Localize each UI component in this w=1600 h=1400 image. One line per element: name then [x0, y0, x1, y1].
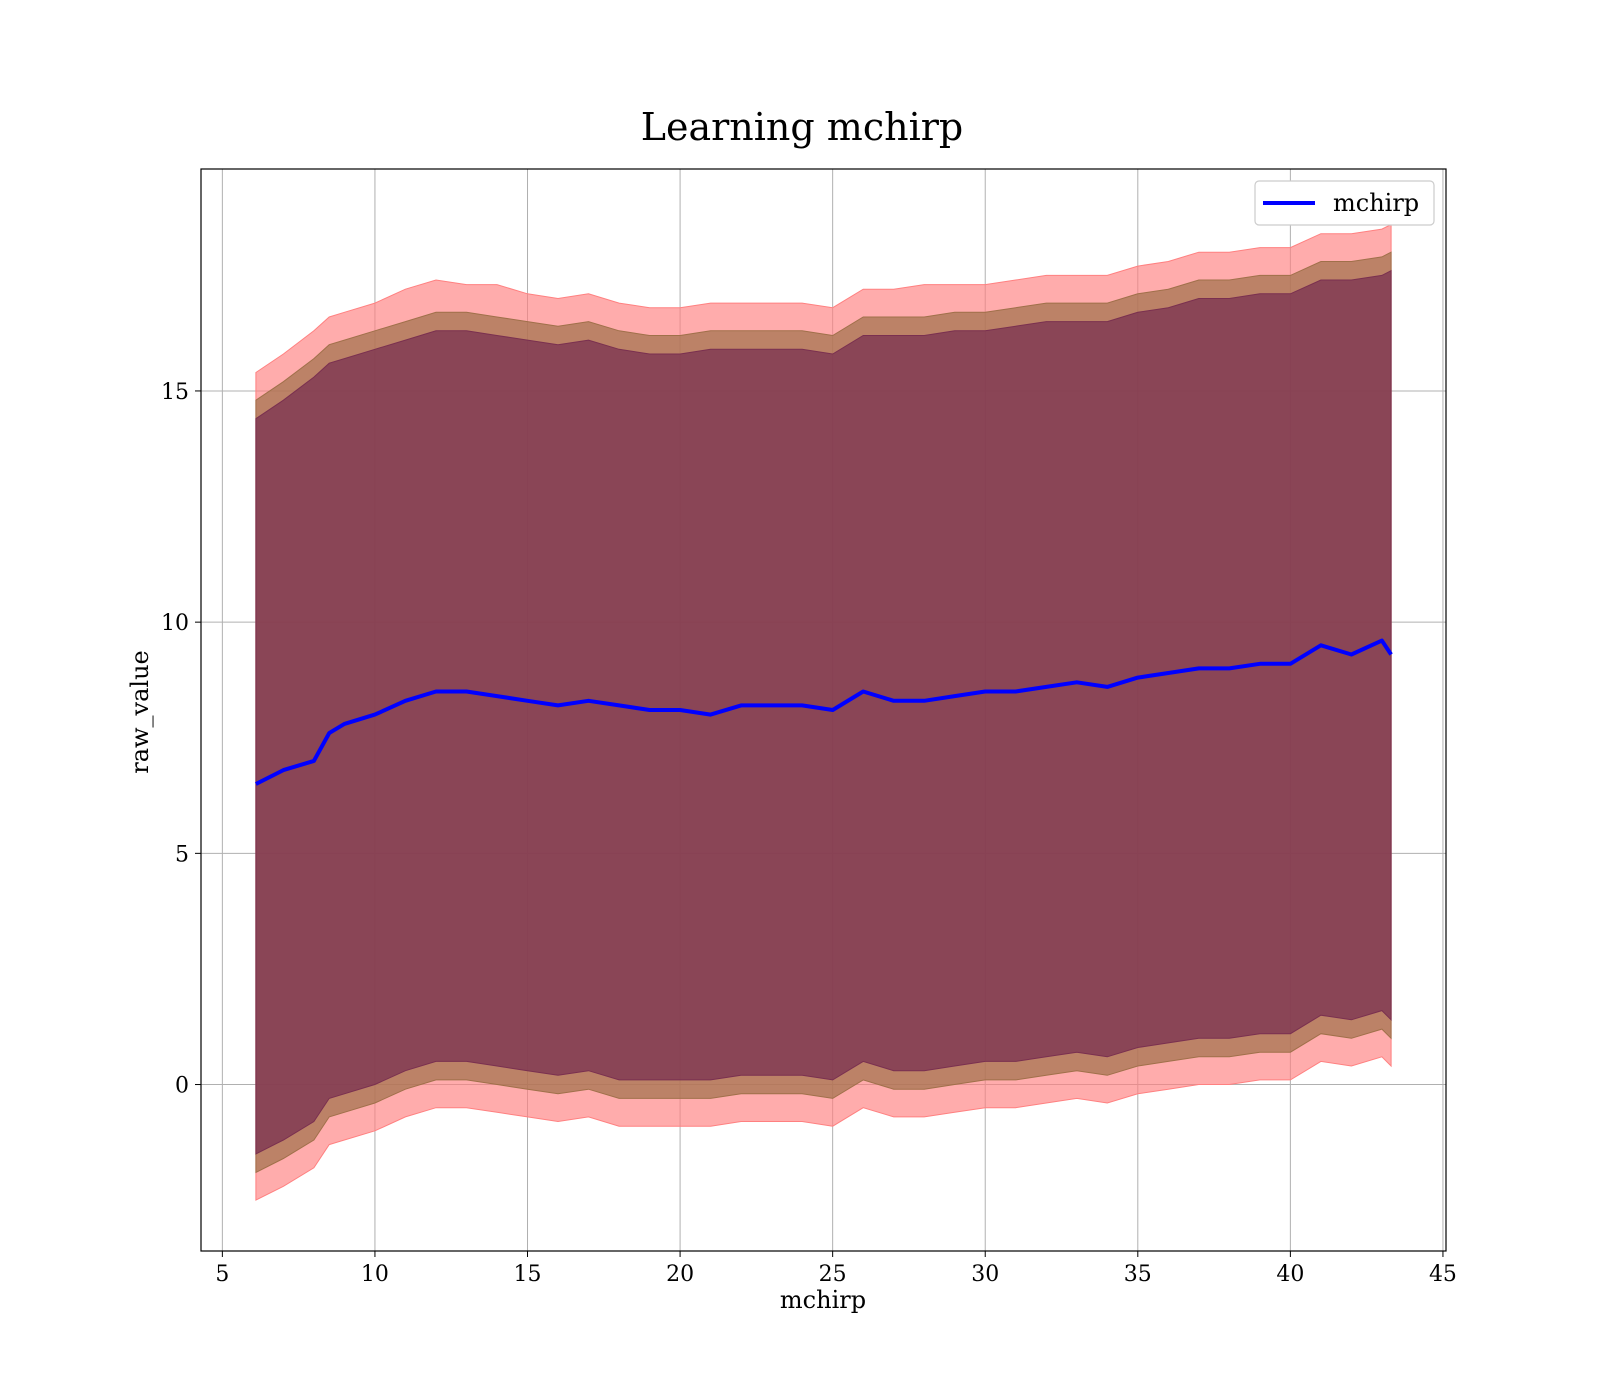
bands [255, 223, 1392, 1201]
series-line [254, 638, 1393, 786]
x-tick-label: 35 [1124, 1262, 1152, 1287]
x-tick-label: 25 [819, 1262, 847, 1287]
y-axis-label: raw_value [126, 650, 154, 774]
y-tick-label: 5 [175, 842, 189, 867]
y-tick-label: 10 [161, 611, 189, 636]
x-tick-label: 30 [971, 1262, 999, 1287]
x-tick-label: 20 [666, 1262, 694, 1287]
legend-box [1254, 180, 1435, 226]
y-tick-label: 0 [175, 1074, 189, 1099]
x-ticks: 5 10 15 20 25 30 35 40 45 [215, 1251, 1457, 1287]
y-ticks: 0 5 10 15 [161, 380, 201, 1099]
plot-frame [200, 168, 1447, 1252]
legend-label: mchirp [1333, 189, 1419, 217]
x-tick-label: 15 [514, 1262, 542, 1287]
legend: mchirp [1254, 180, 1435, 226]
series-lines [254, 638, 1393, 786]
x-tick-label: 45 [1429, 1262, 1457, 1287]
x-axis-label: mchirp [780, 1286, 866, 1314]
y-tick-label: 15 [161, 380, 189, 405]
x-tick-label: 5 [215, 1262, 229, 1287]
x-tick-label: 40 [1276, 1262, 1304, 1287]
chart-title: Learning mchirp [641, 105, 963, 149]
x-tick-label: 10 [361, 1262, 389, 1287]
band-inner [255, 269, 1392, 1155]
